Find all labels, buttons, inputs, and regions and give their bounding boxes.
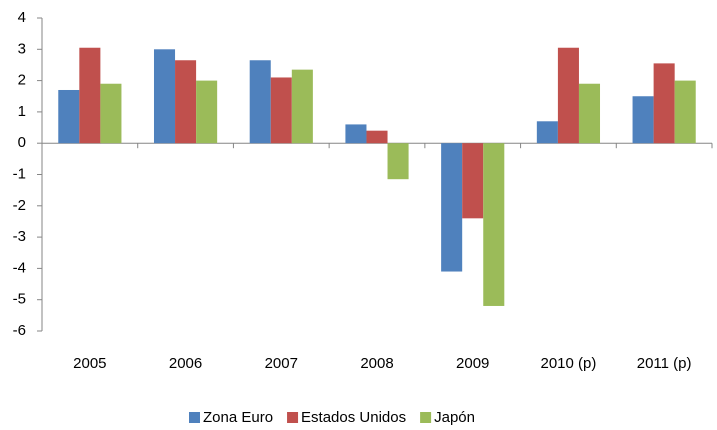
bar bbox=[249, 60, 271, 144]
y-tick-label: 4 bbox=[18, 9, 26, 26]
y-tick-label: -5 bbox=[13, 291, 26, 308]
x-tick-label: 2009 bbox=[456, 355, 489, 372]
y-tick-label: -4 bbox=[13, 259, 26, 276]
legend-swatch bbox=[287, 412, 299, 423]
bar bbox=[175, 60, 197, 144]
bar bbox=[462, 143, 484, 219]
bar bbox=[674, 80, 696, 144]
bar bbox=[58, 89, 80, 144]
bar bbox=[387, 143, 409, 180]
y-tick-label: -6 bbox=[13, 322, 26, 339]
x-tick-label: 2005 bbox=[73, 355, 106, 372]
legend-swatch bbox=[189, 412, 200, 423]
bar bbox=[196, 80, 218, 144]
bar bbox=[557, 47, 579, 144]
legend-label: Japón bbox=[434, 409, 475, 426]
bar bbox=[536, 121, 558, 144]
x-tick-label: 2011 (p) bbox=[637, 355, 692, 372]
y-tick-label: 1 bbox=[18, 103, 26, 120]
bar bbox=[345, 124, 367, 144]
bar bbox=[632, 96, 654, 144]
bar bbox=[270, 77, 292, 144]
bar bbox=[366, 130, 388, 144]
bar bbox=[291, 69, 313, 144]
bar bbox=[578, 83, 601, 144]
x-tick-label: 2006 bbox=[169, 355, 202, 372]
y-tick-label: -2 bbox=[13, 197, 26, 214]
x-tick-label: 2010 (p) bbox=[540, 355, 596, 372]
legend-label: Zona Euro bbox=[203, 409, 273, 426]
bar bbox=[653, 63, 675, 144]
y-tick-label: 2 bbox=[18, 72, 26, 89]
x-tick-label: 2007 bbox=[265, 355, 298, 372]
bar bbox=[153, 49, 176, 144]
bar bbox=[100, 83, 122, 144]
y-tick-label: 3 bbox=[18, 40, 26, 57]
bar bbox=[483, 143, 505, 306]
legend-swatch bbox=[420, 412, 432, 423]
bar bbox=[441, 143, 463, 272]
legend-label: Estados Unidos bbox=[301, 409, 406, 426]
y-tick-label: -1 bbox=[13, 165, 26, 182]
bar bbox=[79, 47, 101, 144]
x-tick-label: 2008 bbox=[360, 355, 393, 372]
y-tick-label: -3 bbox=[13, 228, 26, 245]
y-tick-label: 0 bbox=[18, 134, 26, 151]
